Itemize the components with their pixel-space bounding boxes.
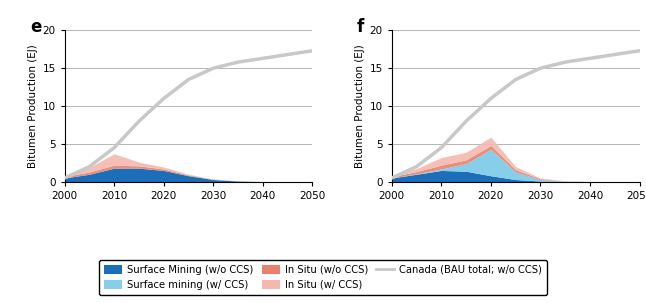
Text: f: f xyxy=(357,18,364,36)
Y-axis label: Bitumen Production (EJ): Bitumen Production (EJ) xyxy=(355,44,365,168)
Y-axis label: Bitumen Production (EJ): Bitumen Production (EJ) xyxy=(28,44,38,168)
Legend: Surface Mining (w/o CCS), Surface mining (w/ CCS), In Situ (w/o CCS), In Situ (w: Surface Mining (w/o CCS), Surface mining… xyxy=(99,260,547,295)
Text: e: e xyxy=(30,18,41,36)
